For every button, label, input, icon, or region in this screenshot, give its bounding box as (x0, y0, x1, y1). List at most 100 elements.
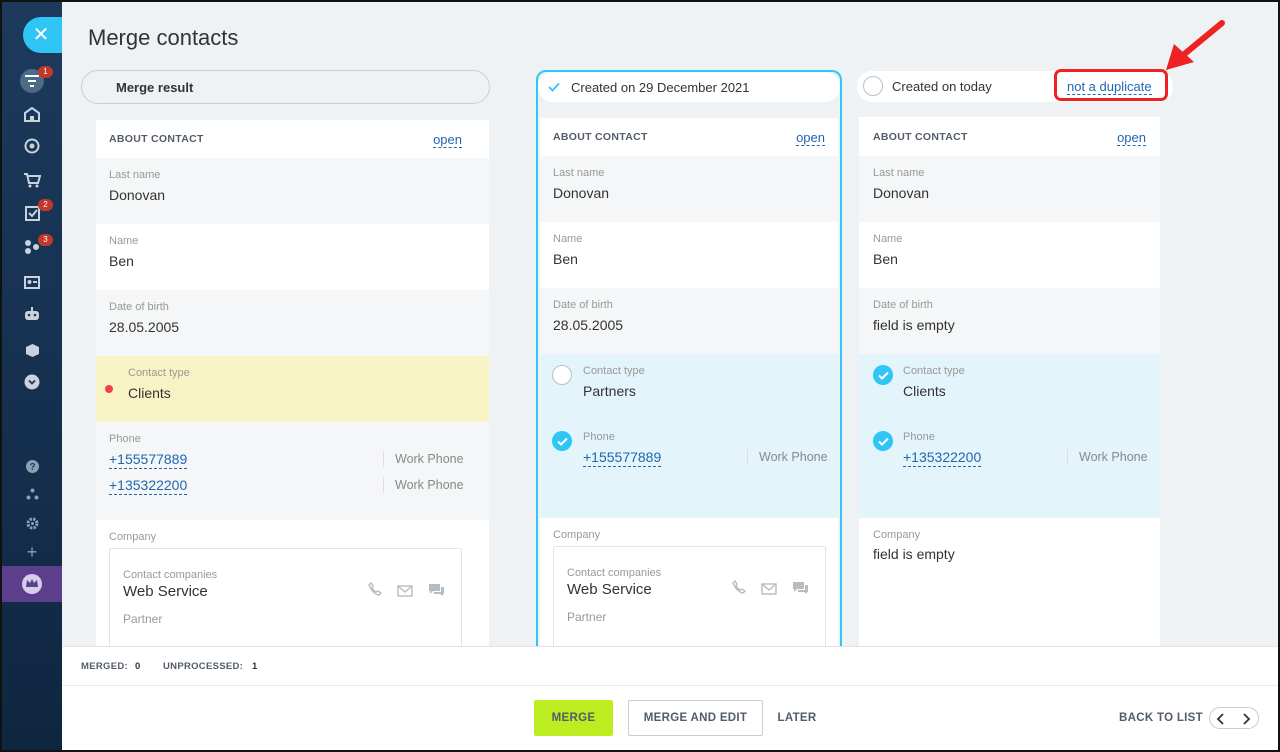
phone-type: Work Phone (747, 449, 828, 465)
dob-row: Date of birth 28.05.2005 (540, 288, 838, 354)
dob-value: 28.05.2005 (553, 317, 624, 333)
merged-count: 0 (135, 661, 141, 672)
robot-icon[interactable] (21, 303, 43, 325)
dob-row: Date of birth 28.05.2005 (96, 290, 489, 356)
open-link[interactable]: open (1117, 130, 1146, 146)
duplicate-2-card: ABOUT CONTACT open Last name Donovan Nam… (859, 117, 1160, 646)
contact-type-radio[interactable] (552, 365, 572, 385)
name-label: Name (873, 233, 903, 245)
phone-call-icon[interactable] (368, 581, 383, 601)
phone-type: Work Phone (383, 451, 464, 467)
email-icon[interactable] (761, 582, 777, 600)
contact-type-row: Contact type Partners (540, 354, 838, 420)
crown-icon[interactable] (2, 566, 62, 602)
plus-icon[interactable]: + (26, 541, 38, 562)
phone-checkbox[interactable] (552, 431, 572, 451)
contact-card-icon[interactable] (21, 271, 43, 293)
phone-checkbox[interactable] (873, 431, 893, 451)
duplicate-2-select-radio[interactable] (863, 76, 883, 96)
duplicate-1-header[interactable]: Created on 29 December 2021 (538, 72, 840, 102)
open-link[interactable]: open (433, 132, 462, 148)
phone-number[interactable]: +155577889 (583, 449, 662, 467)
last-name-row: Last name Donovan (859, 156, 1160, 222)
action-bar: MERGE MERGE AND EDIT LATER BACK TO LIST (62, 686, 1280, 752)
company-label: Company (553, 529, 601, 541)
phone-number[interactable]: +135322200 (903, 449, 982, 467)
check-icon (548, 80, 560, 95)
contact-type-value: Partners (583, 383, 636, 399)
box-icon[interactable] (21, 339, 43, 361)
phone-label: Phone (583, 431, 615, 443)
chevron-right-icon[interactable] (1241, 712, 1251, 730)
phone-number[interactable]: +135322200 (109, 477, 188, 495)
open-link[interactable]: open (796, 130, 825, 146)
company-role: Partner (123, 612, 163, 626)
dob-label: Date of birth (109, 301, 169, 313)
last-name-value: Donovan (109, 187, 166, 203)
company-row: Company Contact companies Web Service Pa… (96, 520, 489, 658)
chevron-left-icon[interactable] (1216, 712, 1226, 730)
merge-result-card: ABOUT CONTACT open Last name Donovan Nam… (96, 120, 489, 658)
duplicate-2-header: Created on today (857, 71, 1173, 102)
company-name[interactable]: Web Service (567, 581, 652, 598)
name-value: Ben (873, 251, 898, 267)
last-name-label: Last name (553, 167, 605, 179)
phone-row: Phone +155577889 Work Phone (540, 420, 838, 518)
conflict-dot (105, 385, 113, 393)
merge-button[interactable]: MERGE (534, 700, 613, 736)
pagination-control (1209, 707, 1259, 729)
merge-and-edit-button[interactable]: MERGE AND EDIT (628, 700, 763, 736)
help-icon[interactable]: ? (21, 455, 43, 477)
left-sidebar: ✕ 1 2 3 ? + (0, 0, 63, 752)
duplicate-2-created: Created on today (892, 79, 992, 94)
settings-icon[interactable] (21, 512, 43, 534)
phone-row: Phone +135322200 Work Phone (859, 420, 1160, 518)
dob-value: field is empty (873, 317, 955, 333)
company-box-label: Contact companies (123, 569, 218, 581)
last-name-value: Donovan (873, 185, 930, 201)
last-name-row: Last name Donovan (540, 156, 838, 222)
tasks-icon[interactable] (21, 202, 43, 224)
annotation-arrow-icon (1166, 20, 1225, 70)
name-label: Name (109, 235, 139, 247)
contact-type-value: Clients (128, 385, 171, 401)
page-title: Merge contacts (88, 25, 239, 50)
network-icon[interactable] (21, 235, 43, 257)
email-icon[interactable] (397, 584, 413, 602)
structure-icon[interactable] (21, 483, 43, 505)
unprocessed-count: 1 (252, 661, 258, 672)
phone-number[interactable]: +155577889 (109, 451, 188, 469)
not-a-duplicate-link[interactable]: not a duplicate (1067, 79, 1152, 95)
back-to-list-button[interactable]: BACK TO LIST (1119, 712, 1203, 724)
about-contact-header: ABOUT CONTACT (553, 131, 648, 143)
about-contact-header: ABOUT CONTACT (873, 131, 968, 143)
company-row: Company Contact companies Web Service Pa… (540, 518, 838, 656)
name-value: Ben (109, 253, 134, 269)
chevron-down-icon[interactable] (21, 371, 43, 393)
cart-icon[interactable] (21, 169, 43, 191)
company-row: Company field is empty (859, 518, 1160, 646)
close-icon[interactable]: ✕ (23, 17, 63, 53)
name-row: Name Ben (96, 224, 489, 290)
phone-type: Work Phone (1067, 449, 1148, 465)
company-box: Contact companies Web Service Partner (109, 548, 462, 658)
company-role: Partner (567, 610, 607, 624)
contact-type-row: Contact type Clients (859, 354, 1160, 420)
chat-icon[interactable] (792, 581, 809, 600)
last-name-label: Last name (109, 169, 161, 181)
later-button[interactable]: LATER (777, 712, 817, 724)
company-label: Company (109, 531, 157, 543)
company-name[interactable]: Web Service (123, 583, 208, 600)
last-name-value: Donovan (553, 185, 610, 201)
contact-type-row: Contact type Clients (96, 356, 489, 422)
phone-call-icon[interactable] (732, 579, 747, 599)
svg-text:?: ? (29, 462, 35, 473)
network-badge: 3 (38, 234, 53, 246)
target-icon[interactable] (21, 135, 43, 157)
contact-type-checkbox[interactable] (873, 365, 893, 385)
merged-label: MERGED: (81, 661, 128, 672)
chat-icon[interactable] (428, 583, 445, 602)
name-label: Name (553, 233, 583, 245)
home-icon[interactable] (21, 103, 43, 125)
last-name-row: Last name Donovan (96, 158, 489, 224)
